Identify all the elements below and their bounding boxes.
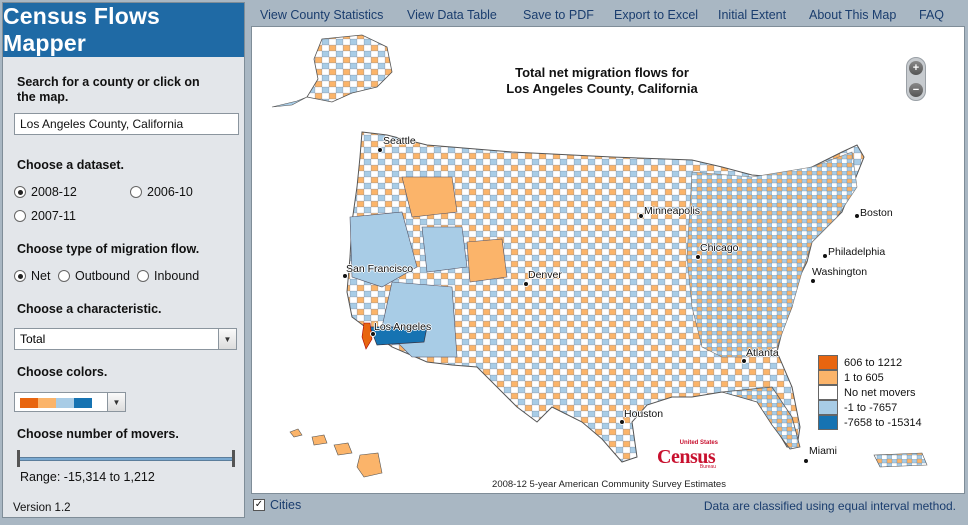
legend-item: 1 to 605: [818, 370, 922, 385]
zoom-control: + −: [906, 57, 926, 101]
city-marker-atlanta[interactable]: [741, 358, 747, 364]
search-label: Search for a county or click on the map.: [17, 75, 200, 104]
classification-note: Data are classified using equal interval…: [703, 499, 956, 513]
color-swatch-3: [74, 398, 92, 408]
range-text: Range: -15,314 to 1,212: [20, 470, 155, 484]
city-marker-minneapolis[interactable]: [638, 213, 644, 219]
city-label-minneapolis: Minneapolis: [644, 205, 701, 217]
legend-swatch: [818, 415, 838, 430]
census-bureau-logo: United States Census Bureau: [657, 440, 718, 470]
city-label-washington: Washington: [812, 266, 868, 278]
slider-max-handle[interactable]: [232, 450, 235, 467]
radio-selected-icon[interactable]: [14, 186, 26, 198]
characteristic-select[interactable]: Total ▼: [14, 328, 237, 350]
colors-label: Choose colors.: [17, 365, 108, 379]
city-label-miami: Miami: [809, 445, 837, 457]
alaska-region: [306, 34, 393, 103]
menu-view-county-statistics[interactable]: View County Statistics: [260, 8, 384, 22]
cities-toggle-label: Cities: [270, 498, 302, 512]
zoom-in-button[interactable]: +: [909, 61, 923, 75]
legend-swatch: [818, 385, 838, 400]
city-label-atlanta: Atlanta: [746, 347, 779, 359]
radio-icon[interactable]: [14, 210, 26, 222]
menu-about-this-map[interactable]: About This Map: [809, 8, 897, 22]
chevron-down-icon[interactable]: ▼: [218, 329, 236, 349]
checkbox-checked-icon[interactable]: ✓: [253, 499, 265, 511]
city-label-denver: Denver: [528, 269, 562, 281]
data-source-note: 2008-12 5-year American Community Survey…: [492, 479, 726, 490]
menu-initial-extent[interactable]: Initial Extent: [718, 8, 787, 22]
map-canvas[interactable]: Total net migration flows for Los Angele…: [251, 26, 965, 494]
city-marker-denver[interactable]: [523, 281, 529, 287]
city-marker-los-angeles[interactable]: [370, 331, 376, 337]
county-search-input[interactable]: [14, 113, 239, 135]
legend-item: -7658 to -15314: [818, 415, 922, 430]
city-marker-miami[interactable]: [803, 458, 809, 464]
radio-selected-icon[interactable]: [14, 270, 26, 282]
legend-label: 1 to 605: [844, 371, 884, 384]
city-marker-san-francisco[interactable]: [342, 273, 348, 279]
radio-icon[interactable]: [137, 270, 149, 282]
cities-toggle[interactable]: ✓ Cities: [253, 498, 301, 512]
dataset-radio-2006-10[interactable]: 2006-10: [130, 185, 193, 199]
app-title: Census Flows Mapper: [3, 3, 244, 57]
color-swatch-2: [56, 398, 74, 408]
legend-item: No net movers: [818, 385, 922, 400]
menu-save-to-pdf[interactable]: Save to PDF: [523, 8, 594, 22]
slider-min-handle[interactable]: [17, 450, 20, 467]
dataset-label: Choose a dataset.: [17, 158, 124, 172]
menu-view-data-table[interactable]: View Data Table: [407, 8, 497, 22]
city-marker-chicago[interactable]: [695, 254, 701, 260]
city-label-seattle: Seattle: [383, 135, 416, 147]
color-swatches: [20, 398, 92, 408]
map-title: Total net migration flows for Los Angele…: [506, 65, 698, 96]
county-map[interactable]: [252, 27, 965, 494]
hawaii-region: [289, 428, 383, 478]
dataset-radio-2008-12[interactable]: 2008-12: [14, 185, 77, 199]
sidebar: Census Flows Mapper Search for a county …: [2, 2, 245, 518]
city-label-los-angeles: Los Angeles: [374, 321, 432, 333]
color-scheme-select[interactable]: ▼: [14, 392, 126, 412]
legend-label: -7658 to -15314: [844, 416, 922, 429]
flow-radio-outbound[interactable]: Outbound: [58, 269, 130, 283]
color-swatch-1: [38, 398, 56, 408]
characteristic-label: Choose a characteristic.: [17, 302, 162, 316]
legend-swatch: [818, 370, 838, 385]
movers-label: Choose number of movers.: [17, 427, 179, 441]
top-menu: View County Statistics View Data Table S…: [250, 3, 966, 25]
city-marker-boston[interactable]: [854, 213, 860, 219]
flow-radio-inbound[interactable]: Inbound: [137, 269, 199, 283]
city-label-boston: Boston: [860, 207, 893, 219]
color-swatch-0: [20, 398, 38, 408]
movers-range-slider[interactable]: [19, 457, 235, 461]
chevron-down-icon[interactable]: ▼: [107, 393, 125, 411]
city-label-san-francisco: San Francisco: [346, 263, 414, 275]
legend-label: -1 to -7657: [844, 401, 898, 414]
flow-radio-net[interactable]: Net: [14, 269, 50, 283]
characteristic-value: Total: [20, 332, 46, 346]
city-label-philadelphia: Philadelphia: [828, 246, 886, 258]
radio-icon[interactable]: [130, 186, 142, 198]
zoom-out-button[interactable]: −: [909, 83, 923, 97]
city-marker-seattle[interactable]: [377, 147, 383, 153]
legend-swatch: [818, 355, 838, 370]
radio-icon[interactable]: [58, 270, 70, 282]
legend-swatch: [818, 400, 838, 415]
version-label: Version 1.2: [13, 502, 71, 514]
map-legend: 606 to 1212 1 to 605 No net movers -1 to -7…: [818, 355, 922, 430]
city-label-chicago: Chicago: [700, 242, 739, 254]
menu-faq[interactable]: FAQ: [919, 8, 945, 22]
city-marker-washington[interactable]: [810, 278, 816, 284]
dataset-radio-2007-11[interactable]: 2007-11: [14, 209, 76, 223]
city-label-houston: Houston: [624, 408, 664, 420]
legend-item: 606 to 1212: [818, 355, 922, 370]
legend-label: 606 to 1212: [844, 356, 903, 369]
city-marker-houston[interactable]: [619, 419, 625, 425]
legend-label: No net movers: [844, 386, 916, 399]
menu-export-to-excel[interactable]: Export to Excel: [614, 8, 699, 22]
flow-type-label: Choose type of migration flow.: [17, 242, 200, 256]
los-angeles-county: [369, 326, 428, 346]
legend-item: -1 to -7657: [818, 400, 922, 415]
city-marker-philadelphia[interactable]: [822, 253, 828, 259]
